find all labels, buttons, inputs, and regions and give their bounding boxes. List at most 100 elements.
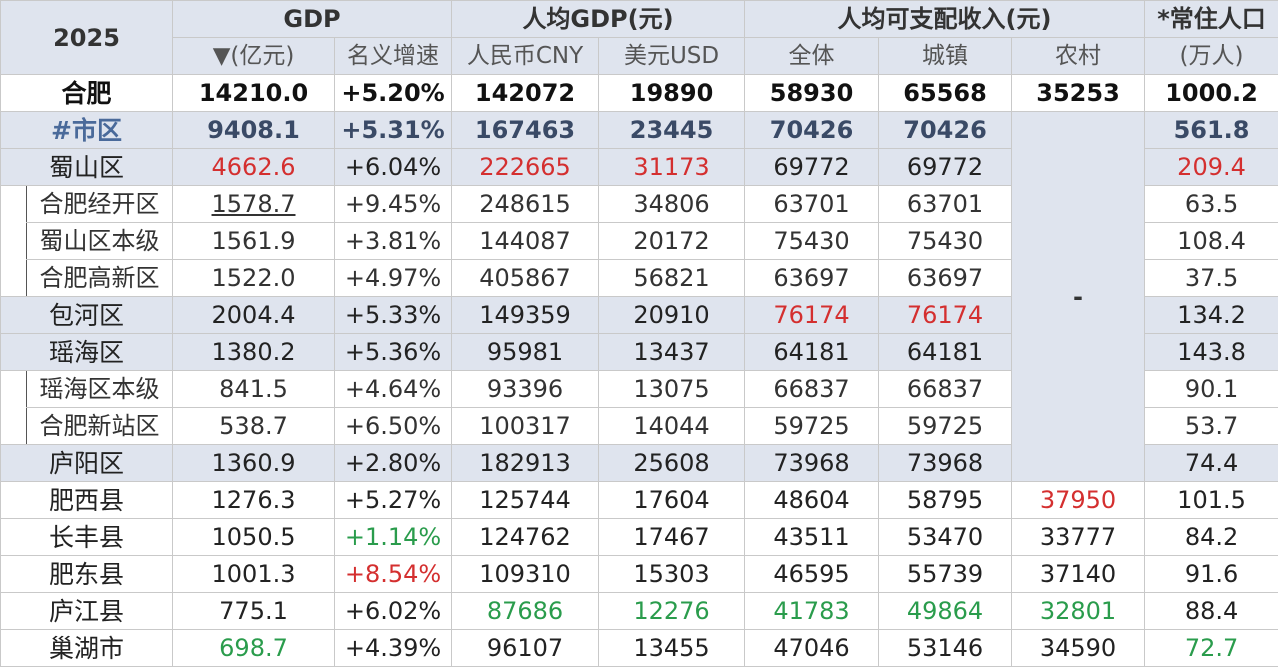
cell-gdp: 1578.7 <box>173 186 335 223</box>
cell-usd: 15303 <box>599 556 745 593</box>
cell-usd: 17467 <box>599 519 745 556</box>
cell-income-all: 70426 <box>745 112 879 149</box>
cell-income-all: 58930 <box>745 75 879 112</box>
cell-usd: 34806 <box>599 186 745 223</box>
cell-growth: +5.31% <box>335 112 452 149</box>
table-row: 合肥 14210.0 +5.20% 142072 19890 58930 655… <box>1 75 1278 112</box>
cell-population: 108.4 <box>1145 223 1278 260</box>
cell-population: 101.5 <box>1145 482 1278 519</box>
cell-usd: 13437 <box>599 334 745 371</box>
header-population: *常住人口 <box>1145 1 1278 38</box>
cell-growth: +4.64% <box>335 371 452 408</box>
cell-income-all: 48604 <box>745 482 879 519</box>
cell-cny: 182913 <box>452 445 599 482</box>
cell-cny: 149359 <box>452 297 599 334</box>
cell-income-urban: 63697 <box>879 260 1012 297</box>
cell-cny: 100317 <box>452 408 599 445</box>
row-name: 肥东县 <box>1 556 173 593</box>
cell-usd: 17604 <box>599 482 745 519</box>
cell-population: 37.5 <box>1145 260 1278 297</box>
col-income-urban: 城镇 <box>879 38 1012 75</box>
cell-gdp: 1360.9 <box>173 445 335 482</box>
cell-income-rural: 32801 <box>1012 593 1145 630</box>
cell-usd: 14044 <box>599 408 745 445</box>
cell-population: 63.5 <box>1145 186 1278 223</box>
cell-income-urban: 65568 <box>879 75 1012 112</box>
row-name: 合肥经开区 <box>27 186 173 223</box>
cell-income-urban: 70426 <box>879 112 1012 149</box>
cell-cny: 248615 <box>452 186 599 223</box>
cell-gdp: 1561.9 <box>173 223 335 260</box>
table-row: 长丰县 1050.5 +1.14% 124762 17467 43511 534… <box>1 519 1278 556</box>
cell-gdp: 1380.2 <box>173 334 335 371</box>
cell-gdp: 2004.4 <box>173 297 335 334</box>
cell-income-rural: 37950 <box>1012 482 1145 519</box>
cell-usd: 20172 <box>599 223 745 260</box>
cell-income-urban: 75430 <box>879 223 1012 260</box>
cell-growth: +3.81% <box>335 223 452 260</box>
cell-usd: 12276 <box>599 593 745 630</box>
cell-income-all: 63701 <box>745 186 879 223</box>
cell-gdp: 841.5 <box>173 371 335 408</box>
row-name: 蜀山区本级 <box>27 223 173 260</box>
row-name: 合肥高新区 <box>27 260 173 297</box>
row-name: 瑶海区 <box>1 334 173 371</box>
header-gdp: GDP <box>173 1 452 38</box>
cell-population: 561.8 <box>1145 112 1278 149</box>
row-name: 庐江县 <box>1 593 173 630</box>
cell-growth: +5.27% <box>335 482 452 519</box>
cell-income-all: 69772 <box>745 149 879 186</box>
cell-usd: 56821 <box>599 260 745 297</box>
row-name: 合肥 <box>1 75 173 112</box>
cell-population: 90.1 <box>1145 371 1278 408</box>
cell-income-urban: 73968 <box>879 445 1012 482</box>
group-bracket <box>1 186 27 297</box>
cell-gdp: 4662.6 <box>173 149 335 186</box>
cell-usd: 25608 <box>599 445 745 482</box>
cell-gdp: 775.1 <box>173 593 335 630</box>
cell-income-all: 73968 <box>745 445 879 482</box>
cell-population: 134.2 <box>1145 297 1278 334</box>
header-per-capita-gdp: 人均GDP(元) <box>452 1 745 38</box>
cell-cny: 405867 <box>452 260 599 297</box>
col-income-rural: 农村 <box>1012 38 1145 75</box>
cell-income-all: 59725 <box>745 408 879 445</box>
group-bracket <box>1 371 27 445</box>
cell-population: 84.2 <box>1145 519 1278 556</box>
cell-income-urban: 55739 <box>879 556 1012 593</box>
col-usd: 美元USD <box>599 38 745 75</box>
cell-income-urban: 59725 <box>879 408 1012 445</box>
col-population: (万人) <box>1145 38 1278 75</box>
row-name: 肥西县 <box>1 482 173 519</box>
cell-income-all: 76174 <box>745 297 879 334</box>
cell-gdp: 1050.5 <box>173 519 335 556</box>
cell-growth: +8.54% <box>335 556 452 593</box>
cell-growth: +5.36% <box>335 334 452 371</box>
cell-growth: +2.80% <box>335 445 452 482</box>
cell-income-urban: 76174 <box>879 297 1012 334</box>
cell-population: 209.4 <box>1145 149 1278 186</box>
cell-cny: 222665 <box>452 149 599 186</box>
cell-cny: 87686 <box>452 593 599 630</box>
cell-income-urban: 66837 <box>879 371 1012 408</box>
cell-income-urban: 63701 <box>879 186 1012 223</box>
cell-usd: 19890 <box>599 75 745 112</box>
cell-growth: +6.50% <box>335 408 452 445</box>
cell-income-rural: 33777 <box>1012 519 1145 556</box>
cell-growth: +6.02% <box>335 593 452 630</box>
cell-population: 74.4 <box>1145 445 1278 482</box>
cell-income-all: 64181 <box>745 334 879 371</box>
cell-gdp: 1522.0 <box>173 260 335 297</box>
cell-growth: +9.45% <box>335 186 452 223</box>
cell-population: 1000.2 <box>1145 75 1278 112</box>
cell-population: 88.4 <box>1145 593 1278 630</box>
col-cny: 人民币CNY <box>452 38 599 75</box>
cell-population: 53.7 <box>1145 408 1278 445</box>
row-name: 蜀山区 <box>1 149 173 186</box>
cell-growth: +1.14% <box>335 519 452 556</box>
col-gdp-amount: ▼(亿元) <box>173 38 335 75</box>
cell-gdp: 1001.3 <box>173 556 335 593</box>
cell-cny: 95981 <box>452 334 599 371</box>
cell-income-urban: 49864 <box>879 593 1012 630</box>
